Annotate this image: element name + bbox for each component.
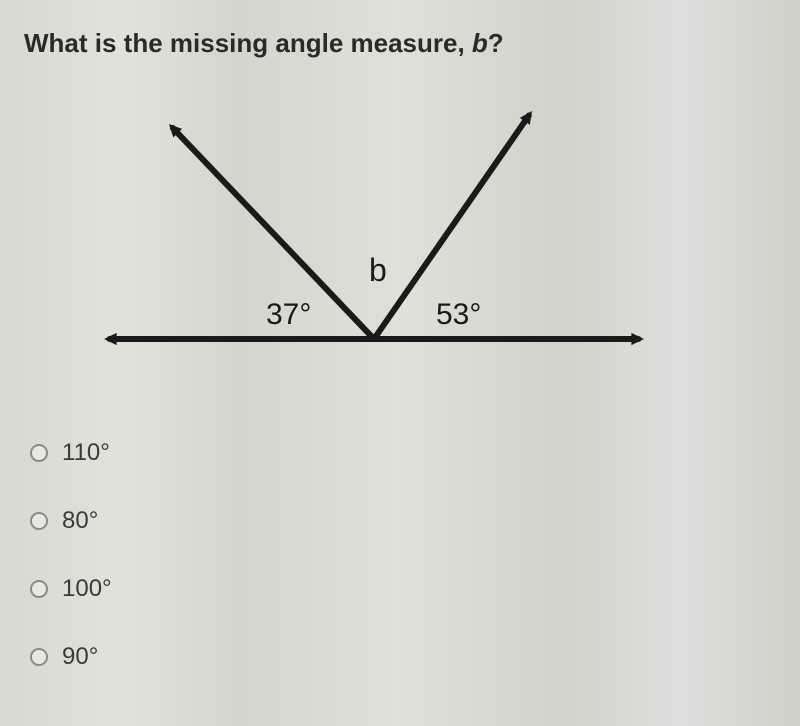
answer-options: 110° 80° 100° 90° (30, 439, 776, 671)
question-prefix: What is the missing angle measure, (24, 28, 472, 58)
diagram-svg: 37° b 53° (64, 89, 664, 409)
question-text: What is the missing angle measure, b? (24, 28, 776, 59)
radio-icon (30, 444, 48, 462)
option-0[interactable]: 110° (30, 439, 776, 467)
svg-text:37°: 37° (266, 298, 311, 331)
option-2[interactable]: 100° (30, 575, 776, 603)
option-label: 110° (62, 439, 110, 467)
option-label: 80° (62, 507, 98, 535)
angle-diagram: 37° b 53° (64, 89, 664, 409)
svg-text:53°: 53° (436, 298, 481, 331)
option-label: 90° (62, 643, 98, 671)
option-3[interactable]: 90° (30, 643, 776, 671)
radio-icon (30, 512, 48, 530)
option-1[interactable]: 80° (30, 507, 776, 535)
question-variable: b (472, 28, 488, 58)
radio-icon (30, 580, 48, 598)
svg-text:b: b (369, 252, 387, 288)
question-suffix: ? (488, 28, 504, 58)
radio-icon (30, 648, 48, 666)
option-label: 100° (62, 575, 112, 603)
